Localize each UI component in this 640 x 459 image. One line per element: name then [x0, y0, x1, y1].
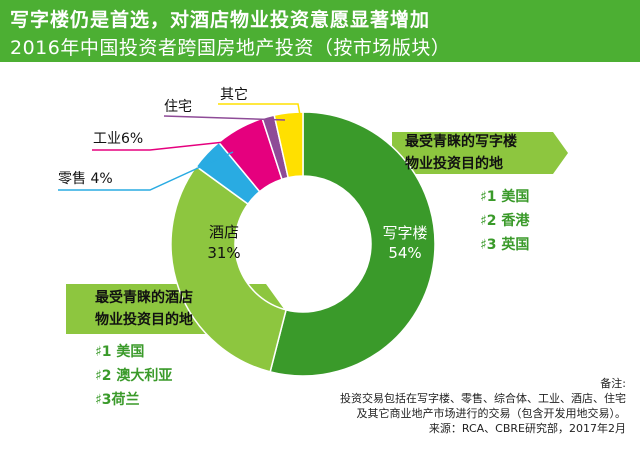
hotel-callout: 最受青睐的酒店 物业投资目的地	[95, 287, 193, 331]
office-callout: 最受青睐的写字楼 物业投资目的地	[405, 131, 517, 175]
note-heading: 备注:	[600, 377, 626, 390]
office-rank-2: ♯2 香港	[480, 213, 530, 229]
donut-slices	[170, 111, 436, 377]
hotel-label: 酒店	[209, 223, 239, 241]
note-line-2: 及其它商业地产市场进行的交易（包含开发用地交易）。	[356, 407, 627, 420]
hotel-rank-2: ♯2 澳大利亚	[95, 368, 173, 384]
residential-leader-line	[163, 115, 286, 121]
industrial-leader-line	[92, 137, 263, 151]
office-pct-label: 54%	[388, 244, 421, 262]
chart-subtitle: 2016年中国投资者跨国房地产投资（按市场版块）	[10, 37, 451, 59]
footnotes: 备注: 投资交易包括在写字楼、零售、综合体、工业、酒店、住宅 及其它商业地产市场…	[246, 376, 626, 436]
office-callout-title-1: 最受青睐的写字楼	[405, 134, 517, 150]
other-leader-line	[218, 103, 301, 116]
hotel-rank-3: ♯3荷兰	[95, 392, 140, 408]
hotel-callout-title-1: 最受青睐的酒店	[95, 290, 193, 306]
slice-other	[273, 111, 304, 179]
hotel-rank-1: ♯1 美国	[95, 344, 145, 360]
note-line-1: 投资交易包括在写字楼、零售、综合体、工业、酒店、住宅	[340, 392, 626, 405]
other-label: 其它	[220, 86, 248, 103]
header-banner: 写字楼仍是首选，对酒店物业投资意愿显著增加 2016年中国投资者跨国房地产投资（…	[0, 0, 640, 62]
retail-label: 零售 4%	[58, 171, 113, 187]
office-callout-title-2: 物业投资目的地	[405, 156, 503, 172]
retail-leader-line	[58, 151, 234, 191]
source-line: 来源：RCA、CBRE研究部，2017年2月	[428, 422, 626, 435]
hotel-rank-list: ♯1 美国 ♯2 澳大利亚 ♯3荷兰	[95, 340, 172, 412]
office-callout-arrow	[392, 132, 568, 174]
office-rank-1: ♯1 美国	[480, 189, 530, 205]
residential-label: 住宅	[164, 99, 192, 115]
slice-hotel	[170, 165, 288, 373]
office-rank-list: ♯1 美国 ♯2 香港 ♯3 英国	[480, 185, 529, 257]
chart-title: 写字楼仍是首选，对酒店物业投资意愿显著增加	[10, 9, 431, 31]
industrial-label: 工业6%	[93, 131, 143, 147]
hotel-callout-title-2: 物业投资目的地	[95, 312, 193, 328]
office-label: 写字楼	[382, 224, 427, 242]
office-rank-3: ♯3 英国	[480, 237, 530, 253]
slice-office	[269, 111, 436, 377]
hotel-pct-label: 31%	[207, 244, 240, 262]
